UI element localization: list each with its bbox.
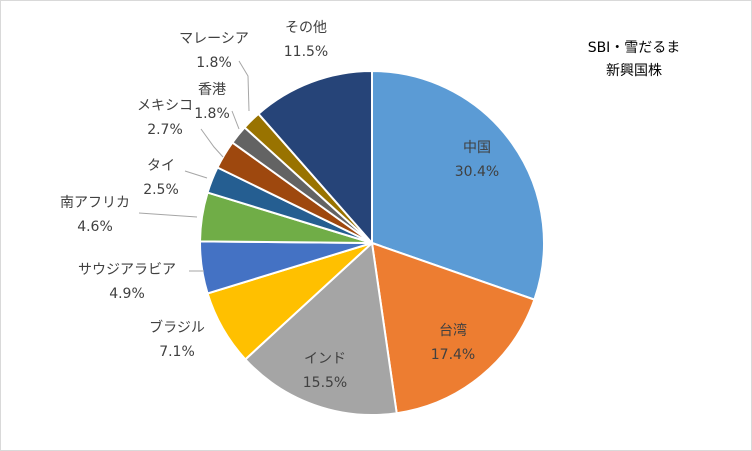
slice-label-11: その他 xyxy=(285,20,327,36)
pie-slices xyxy=(199,69,545,416)
slice-label-10: マレーシア xyxy=(179,31,249,47)
leader-line-6 xyxy=(138,212,198,218)
pie-slice-1 xyxy=(371,69,545,301)
chart-title: SBI・雪だるま 新興国株 xyxy=(579,37,689,83)
slice-value-3: 15.5% xyxy=(303,375,347,391)
pie-slice-11 xyxy=(257,69,373,246)
slice-label-3: インド xyxy=(304,351,346,367)
slice-value-8: 2.7% xyxy=(147,122,183,138)
slice-value-4: 7.1% xyxy=(159,344,195,360)
slice-value-11: 11.5% xyxy=(284,44,328,60)
slice-label-9: 香港 xyxy=(198,82,226,98)
slice-value-1: 30.4% xyxy=(455,164,499,180)
slice-label-7: タイ xyxy=(147,158,175,174)
chart-title-line-2: 新興国株 xyxy=(606,63,662,79)
slice-label-1: 中国 xyxy=(463,140,491,156)
leader-line-10 xyxy=(238,60,250,112)
slice-value-5: 4.9% xyxy=(109,286,145,302)
leader-line-8 xyxy=(200,128,224,158)
chart-title-line-1: SBI・雪だるま xyxy=(587,40,681,56)
slice-label-8: メキシコ xyxy=(137,98,193,114)
pie-slice-2 xyxy=(370,241,536,415)
slice-value-6: 4.6% xyxy=(77,219,113,235)
leader-lines xyxy=(138,60,250,272)
slice-value-7: 2.5% xyxy=(143,182,179,198)
slice-value-9: 1.8% xyxy=(194,106,230,122)
data-labels: 中国 30.4% 台湾 17.4% インド 15.5% ブラジル 7.1% サウジアラビア 4.9… xyxy=(60,20,499,391)
leader-line-7 xyxy=(184,170,208,179)
slice-value-2: 17.4% xyxy=(431,347,475,363)
slice-label-5: サウジアラビア xyxy=(78,262,176,278)
slice-value-10: 1.8% xyxy=(196,55,232,71)
leader-line-9 xyxy=(231,110,240,130)
slice-label-2: 台湾 xyxy=(439,322,467,339)
pie-slice-3 xyxy=(243,240,398,416)
slice-label-6: 南アフリカ xyxy=(60,195,130,211)
slice-label-4: ブラジル xyxy=(149,319,205,336)
